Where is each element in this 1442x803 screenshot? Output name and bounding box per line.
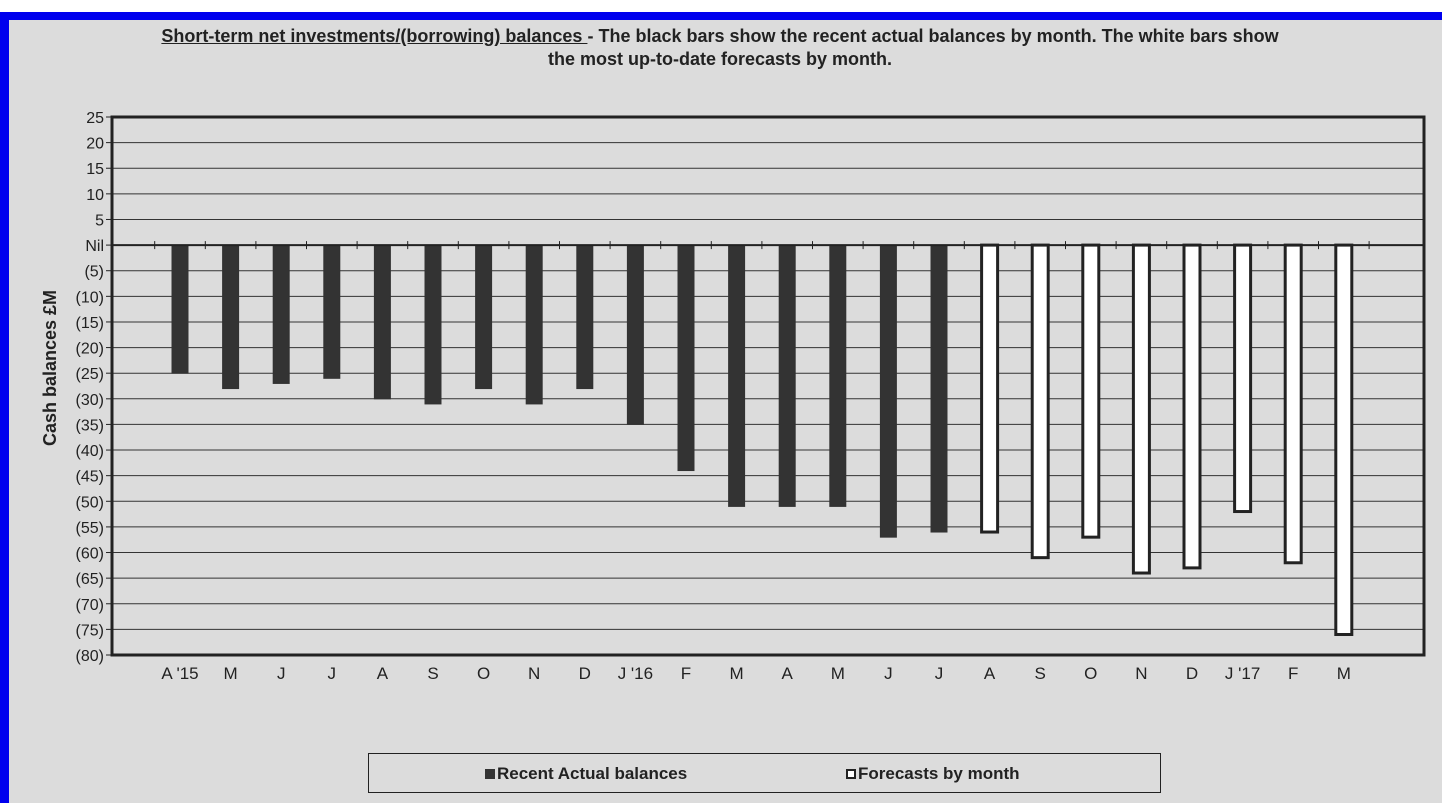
bar-actual [829,244,847,507]
y-tick-label: (5) [84,264,104,281]
chart-title: Short-term net investments/(borrowing) b… [150,25,1290,71]
x-tick-label: O [1084,664,1097,683]
bar-forecast [1131,243,1151,575]
y-tick-label: 10 [86,187,104,204]
x-tick-label: J [935,664,944,683]
y-tick-label: (50) [76,494,104,511]
y-tick-label: (65) [76,571,104,588]
x-tick-label: F [1288,664,1298,683]
y-tick-label: (40) [76,443,104,460]
x-tick-label: N [528,664,540,683]
x-tick-label: J '16 [618,664,653,683]
bar-forecast [1283,243,1303,565]
x-tick-label: M [831,664,845,683]
bar-actual [222,244,240,390]
bar-actual [930,244,948,533]
x-tick-label: O [477,664,490,683]
x-tick-label: M [730,664,744,683]
y-tick-label: (10) [76,289,104,306]
x-tick-label: M [224,664,238,683]
y-tick-label: Nil [85,238,104,255]
x-tick-label: D [579,664,591,683]
bar-forecast [980,243,1000,534]
bar-actual [525,244,543,405]
x-tick-label: J [884,664,893,683]
y-tick-label: 25 [86,110,104,127]
bar-actual [323,244,341,379]
bar-actual [626,244,644,425]
x-tick-label: A '15 [161,664,198,683]
y-tick-label: (70) [76,597,104,614]
grid-lines [112,116,1424,656]
legend-item-forecast: Forecasts by month [846,764,1020,784]
bar-actual [728,244,746,507]
legend-swatch-forecast [846,769,856,779]
chart-panel [9,20,1442,803]
y-tick-label: (80) [76,648,104,665]
bar-actual [879,244,897,538]
bar-actual [475,244,493,390]
y-tick-label: 20 [86,136,104,153]
bar-actual [373,244,391,400]
bar-actual [576,244,594,390]
bar-actual [171,244,189,374]
x-tick-label: A [782,664,794,683]
x-tick-label: S [427,664,438,683]
bar-actual [778,244,796,507]
y-tick-label: 5 [95,212,104,229]
bar-actual [272,244,290,384]
x-tick-label: S [1035,664,1046,683]
x-axis-ticks: A '15 M J J A S O N D J '16 F M A M J J A S O N D J '17 F M [154,241,1370,683]
bars [171,243,1354,637]
x-tick-label: D [1186,664,1198,683]
x-tick-label: F [681,664,691,683]
x-tick-label: A [984,664,996,683]
y-tick-label: 15 [86,161,104,178]
bar-actual [424,244,442,405]
legend-swatch-actual [485,769,495,779]
y-tick-label: (20) [76,341,104,358]
y-tick-label: (45) [76,469,104,486]
y-tick-label: (25) [76,366,104,383]
y-tick-label: (55) [76,520,104,537]
bar-actual [677,244,695,472]
legend: Recent Actual balances Forecasts by mont… [368,753,1161,793]
plot-area-border [110,115,1426,657]
x-tick-label: J [277,664,286,683]
y-tick-label: (35) [76,417,104,434]
x-tick-label: N [1135,664,1147,683]
y-tick-label: (30) [76,392,104,409]
legend-item-actual: Recent Actual balances [485,764,687,784]
y-axis-ticks: 25 20 15 10 5 Nil (5) (10) (15) (20) (25) (30) (35) (… [76,110,112,665]
legend-label-forecast: Forecasts by month [858,764,1020,783]
y-tick-label: (15) [76,315,104,332]
legend-label-actual: Recent Actual balances [497,764,688,783]
x-tick-label: M [1337,664,1351,683]
bar-forecast [1334,243,1354,637]
x-tick-label: J '17 [1225,664,1260,683]
y-tick-label: (60) [76,546,104,563]
chart-title-rest: - The black bars show the recent actual … [547,26,1279,69]
bar-forecast [1030,243,1050,560]
chart-title-underlined: Short-term net investments/(borrowing) b… [161,26,588,46]
bar-forecast [1182,243,1202,570]
x-tick-label: A [377,664,389,683]
bar-forecast [1081,243,1101,539]
y-axis-label: Cash balances £M [40,290,60,446]
chart-frame [0,12,1442,803]
y-tick-label: (75) [76,622,104,639]
x-tick-label: J [328,664,337,683]
bar-forecast [1233,243,1253,514]
